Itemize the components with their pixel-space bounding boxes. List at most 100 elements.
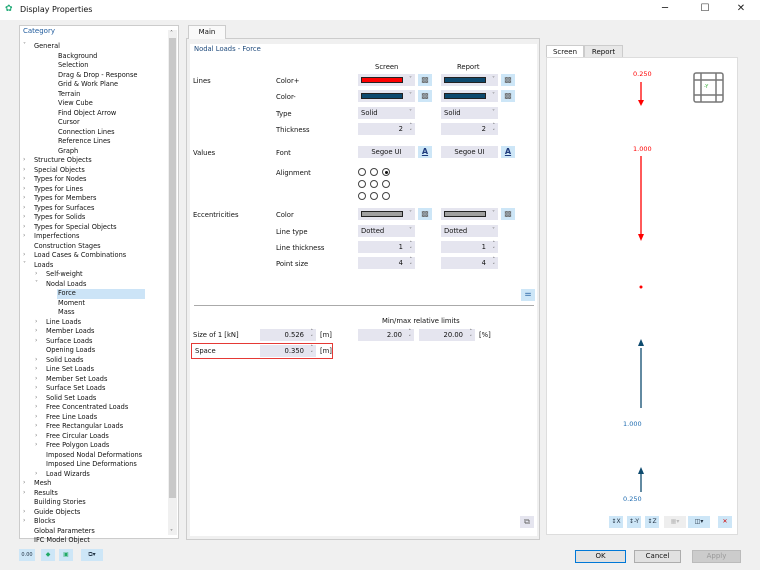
minimize-button[interactable]: ─ [661, 3, 669, 14]
min-limit-input[interactable]: 2.00 ˄ ˅ [358, 329, 414, 341]
tree-item[interactable]: View Cube [58, 99, 93, 107]
tree-item[interactable]: Background [58, 51, 98, 60]
expand-open-icon[interactable]: ˅ [35, 279, 38, 287]
expand-closed-icon[interactable]: › [35, 317, 38, 325]
expand-closed-icon[interactable]: › [23, 194, 26, 201]
tree-item[interactable]: Terrain [58, 89, 81, 98]
line-type-report-dropdown[interactable]: Dotted ˅ [441, 225, 498, 237]
align-middle-center[interactable] [370, 180, 378, 188]
type-screen-dropdown[interactable]: Solid ˅ [358, 107, 415, 119]
expand-closed-icon[interactable]: › [35, 393, 38, 401]
cancel-button[interactable]: Cancel [634, 550, 681, 563]
tree-item[interactable]: Blocks [34, 517, 56, 525]
expand-closed-icon[interactable]: › [23, 203, 26, 211]
render-mode-dropdown[interactable]: ▦▾ [664, 516, 686, 528]
tree-item[interactable]: Graph [58, 146, 79, 155]
maximize-button[interactable]: ☐ [700, 3, 710, 14]
reset-view-icon[interactable]: ✕ [718, 516, 732, 528]
tree-item[interactable]: Free Concentrated Loads [46, 403, 129, 411]
tree-item[interactable]: Construction Stages [34, 241, 101, 250]
tree-item[interactable]: Line Loads [46, 317, 82, 326]
expand-closed-icon[interactable]: › [35, 422, 38, 429]
view-y-button[interactable]: ↕-Y [627, 516, 641, 528]
expand-closed-icon[interactable]: › [23, 222, 26, 230]
align-bottom-left[interactable] [358, 192, 366, 200]
tree-item[interactable]: Free Circular Loads [46, 431, 109, 440]
save-settings-icon[interactable]: ▣ [59, 549, 73, 561]
color-plus-screen-color-dropdown[interactable]: ˅ [358, 74, 415, 86]
tree-item[interactable]: Mass [58, 308, 75, 316]
tree-item[interactable]: Force [57, 289, 145, 299]
tree-item[interactable]: Loads [34, 260, 54, 269]
view-cube-icon[interactable] [693, 72, 724, 103]
tree-item[interactable]: Reference Lines [58, 137, 111, 145]
expand-closed-icon[interactable]: › [35, 384, 38, 391]
tree-item[interactable]: Line Set Loads [46, 365, 95, 373]
align-bottom-center[interactable] [370, 192, 378, 200]
expand-closed-icon[interactable]: › [35, 327, 38, 334]
tree-item[interactable]: Types for Members [34, 194, 97, 202]
tree-item[interactable]: Types for Solids [34, 213, 86, 221]
templates-dropdown[interactable]: ⧉▾ [81, 549, 103, 561]
tree-item[interactable]: Types for Nodes [34, 175, 87, 183]
point-size-report-input[interactable]: 4 ˄ ˅ [441, 257, 498, 269]
color-minus-report-color-dropdown[interactable]: ˅ [441, 90, 498, 102]
align-top-center[interactable] [370, 168, 378, 176]
tree-item[interactable]: Find Object Arrow [58, 108, 117, 117]
expand-closed-icon[interactable]: › [35, 403, 38, 410]
tree-item[interactable]: IFC Model Object [34, 536, 90, 544]
expand-closed-icon[interactable]: › [35, 365, 38, 372]
line-thickness-report-input[interactable]: 1 ˄ ˅ [441, 241, 498, 253]
tree-item[interactable]: Moment [58, 298, 85, 307]
space-input[interactable]: 0.350 ˄ ˅ [260, 345, 316, 357]
tree-item[interactable]: Types for Special Objects [34, 222, 117, 231]
expand-closed-icon[interactable]: › [35, 374, 38, 382]
font-report-button[interactable]: Segoe UI [441, 146, 498, 158]
expand-open-icon[interactable]: ˅ [23, 260, 26, 268]
tree-item[interactable]: Free Line Loads [46, 412, 98, 421]
tree-item[interactable]: Free Rectangular Loads [46, 422, 124, 430]
expand-closed-icon[interactable]: › [23, 165, 26, 173]
expand-closed-icon[interactable]: › [35, 412, 38, 420]
tree-item[interactable]: Member Set Loads [46, 374, 108, 383]
units-button[interactable]: 0.00 [19, 549, 35, 561]
color-picker-icon[interactable]: ▩ [418, 90, 432, 102]
color-minus-screen-color-dropdown[interactable]: ˅ [358, 90, 415, 102]
expand-closed-icon[interactable]: › [23, 507, 26, 515]
tree-item[interactable]: Structure Objects [34, 156, 92, 164]
expand-closed-icon[interactable]: › [35, 431, 38, 439]
view-x-button[interactable]: ↕X [609, 516, 623, 528]
tree-item[interactable]: Load Wizards [46, 469, 90, 478]
tree-item[interactable]: Member Loads [46, 327, 95, 335]
expand-closed-icon[interactable]: › [23, 488, 26, 496]
tree-item[interactable]: Types for Lines [34, 184, 84, 193]
tree-item[interactable]: Results [34, 488, 58, 497]
type-report-dropdown[interactable]: Solid ˅ [441, 107, 498, 119]
apply-button[interactable]: Apply [692, 550, 741, 563]
tree-item[interactable]: General [34, 42, 60, 50]
tree-item[interactable]: Self-weight [46, 270, 83, 278]
scroll-down-icon[interactable]: ˅ [170, 529, 173, 536]
tree-item[interactable]: Guide Objects [34, 507, 81, 516]
expand-open-icon[interactable]: ˅ [23, 42, 26, 49]
expand-closed-icon[interactable]: › [23, 517, 26, 524]
display-mode-dropdown[interactable]: ◫▾ [688, 516, 710, 528]
font-style-icon[interactable]: A [501, 146, 515, 158]
tree-item[interactable]: Opening Loads [46, 346, 96, 354]
font-style-icon[interactable]: A [418, 146, 432, 158]
tab-main[interactable]: Main [188, 25, 226, 39]
tree-item[interactable]: Mesh [34, 479, 52, 487]
tree-item[interactable]: Imperfections [34, 232, 80, 240]
close-button[interactable]: ✕ [736, 3, 746, 14]
align-bottom-right[interactable] [382, 192, 390, 200]
expand-closed-icon[interactable]: › [35, 469, 38, 477]
load-model-icon[interactable]: ◆ [41, 549, 55, 561]
tree-item[interactable]: Grid & Work Plane [58, 80, 119, 88]
copy-settings-button[interactable]: ⧉ [520, 516, 534, 528]
align-middle-left[interactable] [358, 180, 366, 188]
expand-closed-icon[interactable]: › [23, 479, 26, 486]
scroll-up-icon[interactable]: ˄ [170, 30, 173, 37]
line-type-screen-dropdown[interactable]: Dotted ˅ [358, 225, 415, 237]
line-thickness-screen-input[interactable]: 1 ˄ ˅ [358, 241, 415, 253]
preview-tab-screen[interactable]: Screen [546, 45, 584, 58]
